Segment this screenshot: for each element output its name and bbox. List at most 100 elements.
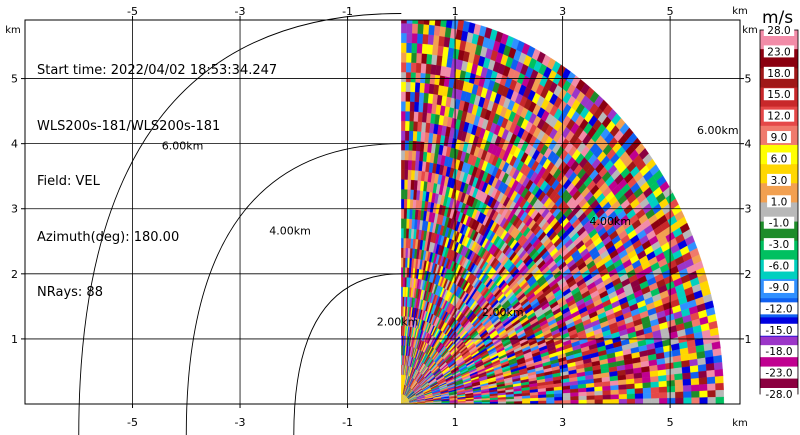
- velocity-bin: [401, 189, 405, 200]
- velocity-bin: [562, 392, 571, 398]
- velocity-bin: [586, 391, 595, 397]
- velocity-bin: [707, 383, 716, 391]
- colorbar-label-bg: [763, 109, 795, 122]
- velocity-bin: [546, 393, 555, 398]
- field-label: Field: VEL: [37, 174, 100, 189]
- velocity-bin: [405, 120, 410, 131]
- velocity-bin: [681, 360, 691, 368]
- colorbar-unit: m/s: [762, 8, 794, 28]
- velocity-bin: [658, 375, 667, 382]
- colorbar-label: -28.0: [765, 389, 792, 401]
- velocity-bin: [690, 378, 700, 386]
- velocity-bin: [401, 296, 404, 307]
- velocity-bin: [699, 383, 708, 392]
- velocity-bin: [538, 394, 547, 399]
- velocity-bin: [554, 396, 563, 401]
- grid-lines: [25, 20, 740, 404]
- velocity-bin: [706, 376, 716, 385]
- velocity-bin: [422, 33, 429, 45]
- velocity-bin: [404, 179, 409, 190]
- x-tick-label-bottom: -1: [342, 416, 353, 429]
- velocity-bin: [419, 82, 426, 93]
- velocity-bin: [401, 179, 405, 190]
- x-tick-label-top: 1: [452, 5, 459, 18]
- velocity-bin: [578, 395, 587, 401]
- colorbar-label-bg: [767, 173, 791, 186]
- velocity-bin: [554, 400, 563, 404]
- velocity-bin: [408, 150, 413, 161]
- y-tick-label-right: 3: [745, 203, 752, 216]
- velocity-bin: [403, 228, 407, 239]
- axis-unit-label: km: [732, 6, 748, 17]
- velocity-bin: [404, 140, 410, 151]
- velocity-bin: [514, 401, 523, 404]
- velocity-bin: [412, 130, 418, 142]
- velocity-bin: [697, 364, 707, 372]
- velocity-bin: [666, 386, 676, 393]
- velocity-bin: [401, 32, 407, 43]
- velocity-bin: [406, 52, 412, 63]
- colorbar-label: -1.0: [769, 218, 790, 230]
- velocity-bin: [626, 388, 636, 395]
- range-rings: 2.00km 4.00km 6.00km 2.00km 4.00km 6.00km: [78, 13, 739, 435]
- x-tick-label-top: 5: [667, 5, 674, 18]
- velocity-bin: [410, 72, 417, 83]
- velocity-bin: [673, 361, 683, 369]
- velocity-bin: [401, 208, 405, 219]
- velocity-bin: [715, 382, 724, 391]
- colorbar: 28.0 23.0 18.0 15.0 12.0 9.0 6.0 3.0 1.0 -1.0 -3.0…: [759, 24, 799, 401]
- velocity-bin: [405, 81, 411, 92]
- velocity-bin: [699, 397, 708, 404]
- velocity-bin: [421, 43, 429, 55]
- velocity-bin: [426, 53, 433, 65]
- colorbar-label: -15.0: [765, 325, 792, 337]
- sector-ring-label: 4.00km: [589, 215, 631, 228]
- velocity-bin: [546, 400, 555, 404]
- velocity-bin: [570, 396, 579, 401]
- velocity-bin: [570, 388, 579, 394]
- velocity-bin: [586, 399, 595, 404]
- velocity-bin: [659, 392, 668, 399]
- velocity-bin: [689, 365, 699, 373]
- velocity-bin: [417, 33, 424, 44]
- velocity-bin: [659, 398, 668, 404]
- range-ring: [185, 143, 402, 435]
- start-time-label: Start time: 2022/04/02 18:53:34.247: [37, 63, 278, 78]
- velocity-bin: [610, 385, 619, 391]
- velocity-bin: [401, 198, 405, 209]
- velocity-bin: [657, 369, 667, 377]
- velocity-bin: [594, 386, 603, 392]
- y-tick-label-left: 1: [11, 333, 18, 346]
- velocity-bin: [626, 383, 635, 390]
- velocity-bin: [415, 72, 422, 83]
- velocity-bin: [649, 370, 659, 378]
- colorbar-label-bg: [763, 280, 795, 293]
- nrays-label: NRays: 88: [37, 285, 103, 300]
- velocity-bin: [401, 52, 407, 63]
- velocity-bin: [406, 42, 413, 53]
- velocity-bin: [715, 389, 724, 398]
- velocity-bin: [407, 189, 411, 200]
- velocity-bin: [404, 150, 409, 161]
- velocity-bin: [714, 375, 724, 384]
- velocity-bin: [403, 218, 407, 229]
- velocity-bin: [530, 394, 539, 399]
- instrument-label: WLS200s-181/WLS200s-181: [37, 118, 221, 134]
- velocity-bin: [522, 398, 531, 402]
- x-tick-label-bottom: 1: [452, 416, 459, 429]
- velocity-bin: [522, 401, 531, 404]
- sector-ring-label: 6.00km: [697, 124, 739, 137]
- velocity-bin: [634, 393, 644, 400]
- velocity-bin: [642, 376, 651, 384]
- velocity-bin: [706, 369, 716, 378]
- velocity-bin: [420, 63, 427, 74]
- velocity-bin: [610, 394, 620, 400]
- velocity-bin: [712, 348, 722, 357]
- y-tick-label-left: 4: [11, 138, 18, 151]
- velocity-bin: [473, 400, 483, 403]
- velocity-bin: [610, 399, 620, 404]
- velocity-bin: [414, 101, 420, 113]
- velocity-bin: [415, 62, 422, 74]
- velocity-bin: [602, 390, 611, 396]
- velocity-bin: [401, 159, 406, 170]
